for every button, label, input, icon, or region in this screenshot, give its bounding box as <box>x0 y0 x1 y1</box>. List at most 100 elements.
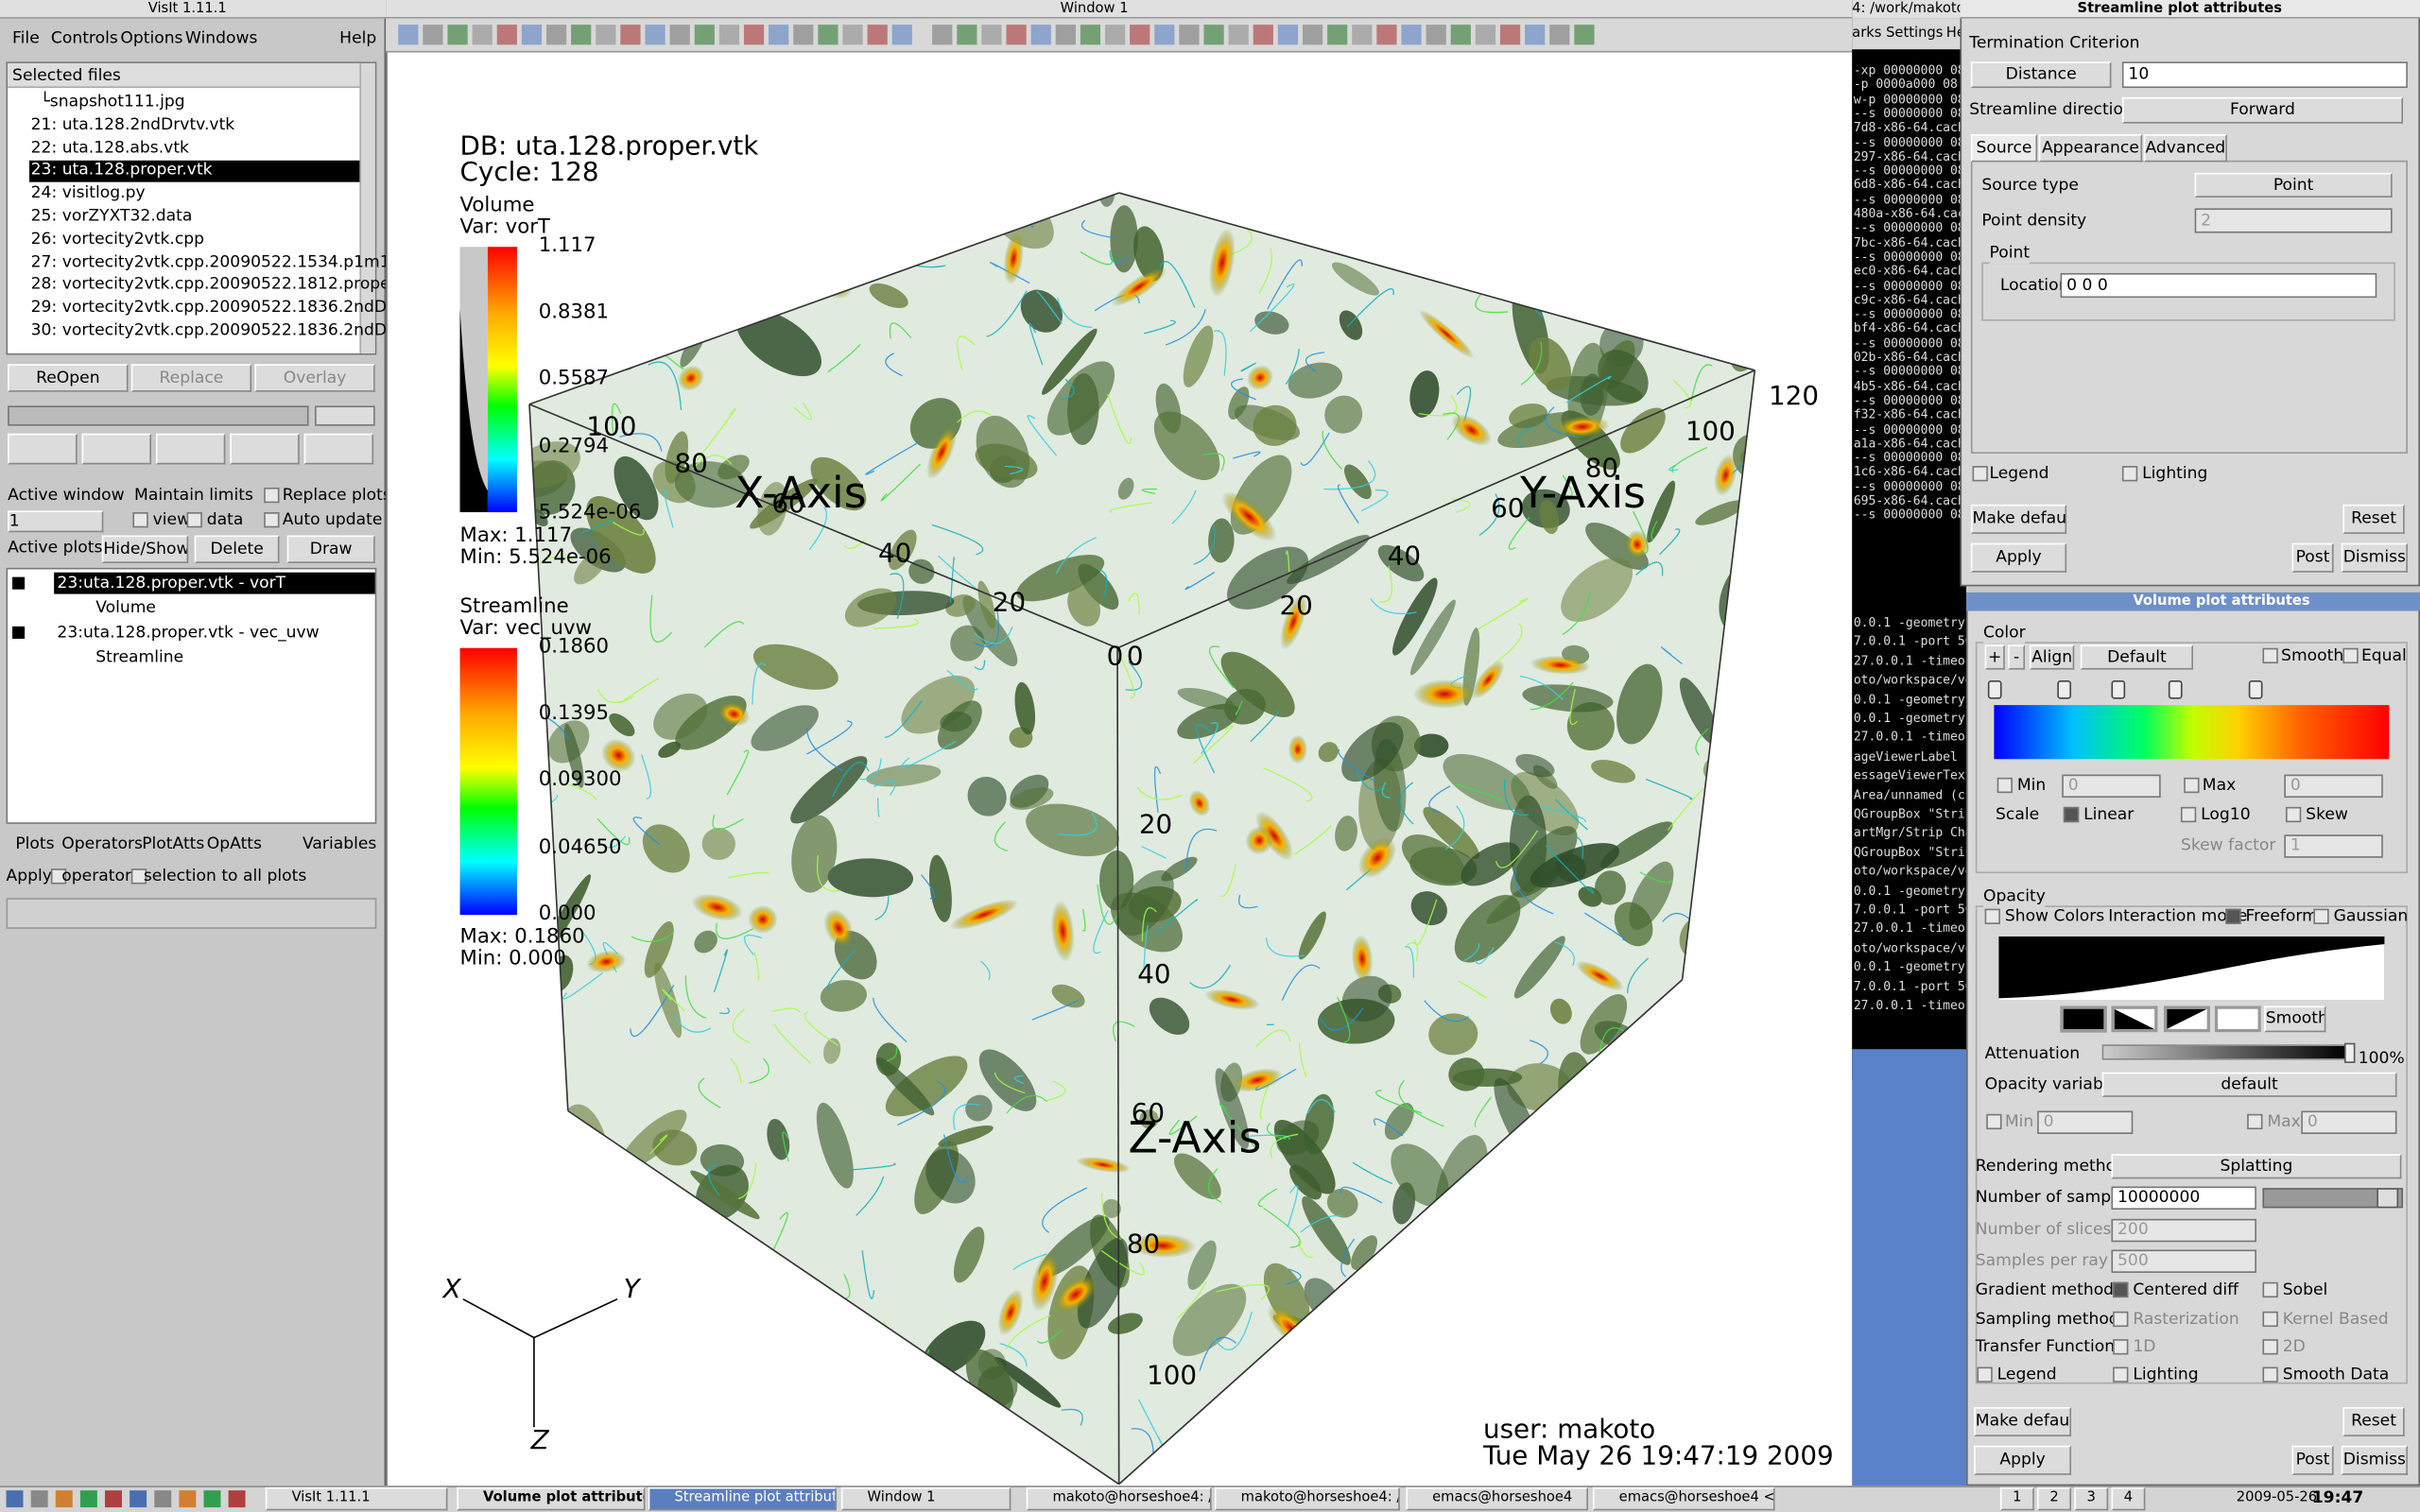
button[interactable]: Draw <box>286 535 375 563</box>
checkbox[interactable] <box>1972 466 1988 482</box>
terminal-line: --s 00000000 08: <box>1853 450 1973 465</box>
text-field[interactable]: 0 <box>2301 1110 2397 1134</box>
text-field[interactable]: 200 <box>2111 1218 2256 1243</box>
dropdown[interactable]: 1 <box>8 510 104 533</box>
button[interactable]: Align <box>2029 644 2075 670</box>
button[interactable]: Make default <box>1970 504 2067 534</box>
tab[interactable]: Appearance <box>2038 134 2143 163</box>
checkbox[interactable] <box>2262 1366 2278 1383</box>
task-button[interactable]: VisIt 1.11.1 <box>265 1486 448 1511</box>
button[interactable]: Apply <box>1970 542 2067 573</box>
tool-icon <box>1130 25 1150 45</box>
text-field[interactable]: 0 <box>2037 1110 2134 1134</box>
checkbox[interactable] <box>2262 1281 2278 1298</box>
task-button[interactable]: makoto@horseshoe4: /work <box>1214 1486 1400 1511</box>
checkbox[interactable] <box>2262 647 2278 664</box>
checkbox[interactable] <box>2113 1339 2129 1355</box>
checkbox[interactable] <box>2225 908 2241 924</box>
vortex-blob <box>1529 336 1572 390</box>
legend-tick: 0.2794 <box>538 435 610 458</box>
button[interactable]: Dismiss <box>2341 1445 2408 1475</box>
checkbox[interactable] <box>2113 1366 2129 1383</box>
button[interactable]: Delete <box>194 535 280 563</box>
button[interactable]: Overlay <box>254 364 375 392</box>
task-button[interactable]: Streamline plot attributes <box>648 1486 837 1511</box>
desktop-button[interactable]: 1 <box>1999 1486 2034 1511</box>
task-button[interactable]: emacs@horseshoe4 <box>1406 1486 1588 1511</box>
button[interactable]: Dismiss <box>2341 542 2408 573</box>
checkbox[interactable] <box>1984 908 2000 924</box>
streamline <box>804 1010 839 1046</box>
button[interactable]: Replace <box>130 364 252 392</box>
checkbox[interactable] <box>264 487 280 504</box>
streamline <box>1455 783 1504 802</box>
button[interactable]: Make default <box>1974 1406 2072 1436</box>
text-field[interactable]: 10 <box>2121 61 2408 89</box>
terminal-line: 7bc-x86-64.cache <box>1853 235 1973 249</box>
checkbox[interactable] <box>2113 1281 2129 1298</box>
checkbox[interactable] <box>1996 777 2013 794</box>
button[interactable]: Post <box>2291 1445 2334 1475</box>
vortex-blob <box>1568 1366 1634 1414</box>
task-button[interactable]: emacs@horseshoe4 <2> <box>1592 1486 1775 1511</box>
checkbox[interactable] <box>2063 806 2080 823</box>
tab[interactable]: Source <box>1970 134 2038 163</box>
checkbox[interactable] <box>2285 806 2302 823</box>
button[interactable] <box>8 433 78 465</box>
streamline <box>1404 946 1415 978</box>
checkbox[interactable] <box>2247 1113 2263 1130</box>
checkbox[interactable] <box>2313 908 2329 924</box>
tab: Variables <box>302 834 377 853</box>
text-field[interactable]: 1 <box>2284 834 2383 858</box>
desktop-button[interactable]: 2 <box>2037 1486 2072 1511</box>
checkbox[interactable] <box>2180 806 2197 823</box>
button[interactable]: Reset <box>2342 504 2405 534</box>
task-button[interactable]: Volume plot attributes <box>457 1486 646 1511</box>
checkbox[interactable] <box>2184 777 2200 794</box>
text-field[interactable]: 0 <box>2284 774 2383 799</box>
vortex-blob <box>702 1376 728 1434</box>
streamline <box>1520 341 1543 386</box>
desktop-button[interactable]: 3 <box>2074 1486 2109 1511</box>
checkbox[interactable] <box>50 868 67 885</box>
checkbox[interactable] <box>2113 1311 2129 1328</box>
checkbox[interactable] <box>2342 647 2359 664</box>
checkbox[interactable] <box>1986 1113 2002 1130</box>
button[interactable]: + <box>1984 644 2005 670</box>
button[interactable]: Reset <box>2342 1406 2405 1436</box>
text-field[interactable]: 500 <box>2111 1249 2256 1273</box>
checkbox[interactable] <box>130 868 147 885</box>
checkbox[interactable] <box>264 512 280 528</box>
dropdown[interactable]: Splatting <box>2111 1154 2402 1179</box>
dropdown[interactable]: default <box>2101 1072 2397 1097</box>
task-button[interactable]: makoto@horseshoe4: /work <box>1026 1486 1212 1511</box>
button[interactable]: Smooth <box>2264 1005 2326 1033</box>
dropdown[interactable]: Point <box>2194 172 2393 198</box>
opacity-editor[interactable] <box>1998 936 2385 1000</box>
checkbox[interactable] <box>2121 466 2138 482</box>
dropdown[interactable]: Distance <box>1970 61 2112 89</box>
checkbox[interactable] <box>2262 1311 2278 1328</box>
checkbox[interactable] <box>2262 1339 2278 1355</box>
checkbox[interactable] <box>1977 1366 1993 1383</box>
tab[interactable]: Advanced <box>2143 134 2227 163</box>
button[interactable] <box>303 433 374 465</box>
text-field[interactable]: 0 <box>2062 774 2161 799</box>
desktop-button[interactable]: 4 <box>2111 1486 2146 1511</box>
checkbox[interactable] <box>132 512 148 528</box>
button[interactable] <box>230 433 300 465</box>
button[interactable]: ReOpen <box>8 364 129 392</box>
button[interactable]: Post <box>2291 542 2334 573</box>
button[interactable] <box>81 433 151 465</box>
button[interactable]: - <box>2008 644 2026 670</box>
text-field[interactable]: 2 <box>2194 208 2393 233</box>
checkbox[interactable] <box>186 512 202 528</box>
text-field[interactable]: 10000000 <box>2111 1186 2256 1210</box>
button[interactable] <box>155 433 226 465</box>
button[interactable]: Default <box>2080 644 2193 670</box>
dropdown[interactable]: Forward <box>2121 96 2404 124</box>
button[interactable]: Hide/Show <box>101 535 189 563</box>
button[interactable]: Apply <box>1974 1445 2072 1475</box>
task-button[interactable]: Window 1 <box>840 1486 1011 1511</box>
text-field[interactable]: 0 0 0 <box>2060 272 2377 299</box>
